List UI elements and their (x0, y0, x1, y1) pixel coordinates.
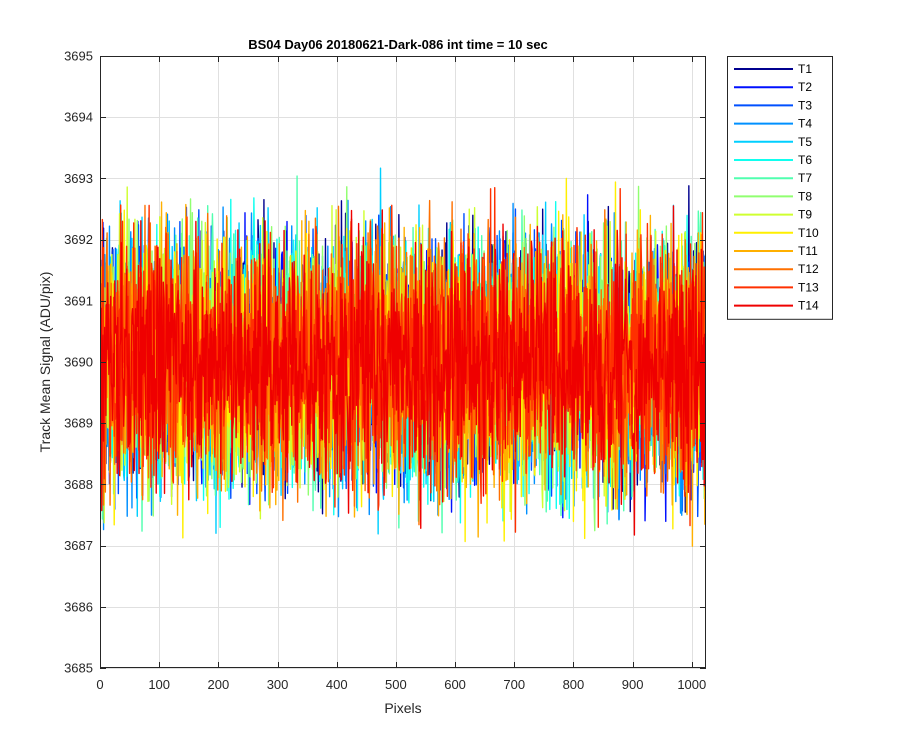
legend-label: T6 (798, 153, 812, 167)
x-tick-label: 200 (208, 677, 230, 692)
ticks: 0 100 200 300 400 500 600 700 800 900 1000 3685 3686… (64, 49, 706, 693)
legend-label: T3 (798, 98, 812, 112)
y-tick-label: 3693 (64, 171, 93, 186)
legend-label: T13 (798, 280, 819, 294)
y-tick-label: 3691 (64, 293, 93, 308)
x-tick-label: 800 (563, 677, 585, 692)
legend-label: T8 (798, 189, 812, 203)
y-axis-label: Track Mean Signal (ADU/pix) (37, 272, 53, 453)
legend-label: T7 (798, 171, 812, 185)
legend-label: T1 (798, 62, 812, 76)
y-tick-label: 3695 (64, 49, 93, 64)
y-tick-label: 3690 (64, 355, 93, 370)
x-tick-label: 100 (148, 677, 170, 692)
x-axis-label: Pixels (384, 700, 421, 716)
y-tick-label: 3689 (64, 416, 93, 431)
legend-label: T10 (798, 226, 819, 240)
legend-label: T5 (798, 135, 812, 149)
legend-label: T14 (798, 299, 819, 313)
y-tick-label: 3692 (64, 232, 93, 247)
legend-label: T2 (798, 80, 812, 94)
x-tick-label: 400 (326, 677, 348, 692)
x-tick-label: 700 (503, 677, 525, 692)
legend-label: T9 (798, 208, 812, 222)
legend-label: T12 (798, 262, 819, 276)
x-tick-label: 600 (444, 677, 466, 692)
y-tick-label: 3685 (64, 661, 93, 676)
series-line-t14 (100, 205, 706, 536)
x-tick-label: 0 (96, 677, 103, 692)
y-tick-label: 3694 (64, 110, 93, 125)
chart-title: BS04 Day06 20180621-Dark-086 int time = … (248, 37, 548, 52)
x-tick-label: 1000 (677, 677, 706, 692)
legend-box (727, 56, 833, 320)
y-tick-label: 3686 (64, 599, 93, 614)
legend-label: T4 (798, 117, 812, 131)
x-tick-label: 500 (385, 677, 407, 692)
legend: T1 T2 T3 T4 T5 T6 T7 T8 T9 T10 T11 T12 T13 T14 (727, 56, 833, 320)
y-tick-label: 3688 (64, 477, 93, 492)
x-tick-label: 300 (267, 677, 289, 692)
series-group (100, 167, 706, 547)
y-tick-label: 3687 (64, 538, 93, 553)
x-tick-label: 900 (622, 677, 644, 692)
legend-label: T11 (798, 244, 818, 258)
